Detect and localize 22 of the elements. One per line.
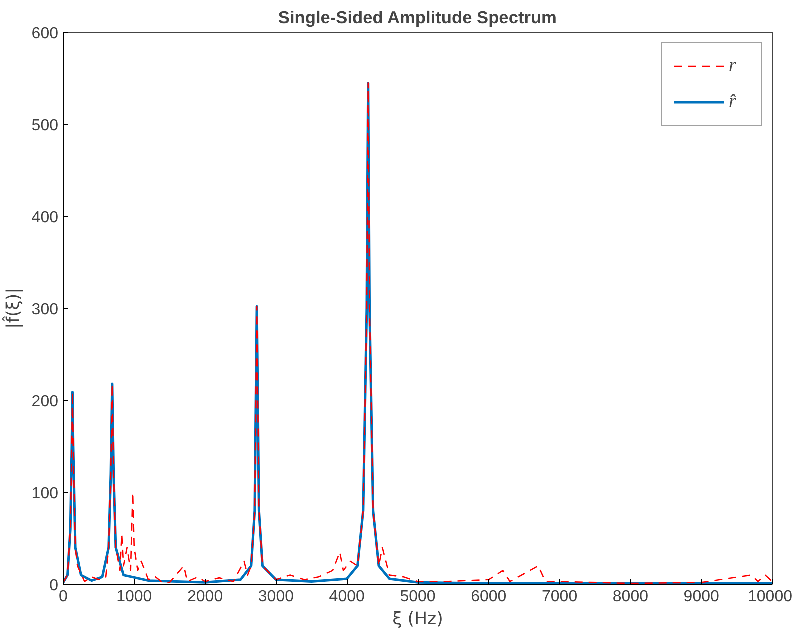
x-tick-label: 3000 [258,588,294,606]
y-tick-label: 300 [32,302,59,318]
y-tick-label: 0 [50,578,59,594]
legend-label: r̂ [729,91,738,113]
x-axis-title: ξ (Hz) [392,610,444,630]
chart-title: Single-Sided Amplitude Spectrum [278,8,557,28]
x-tick-label: 1000 [116,588,152,606]
legend-label: r [729,55,738,77]
x-tick-label: 4000 [329,588,365,606]
x-tick-label: 6000 [471,588,507,606]
x-tick-label: 10000 [748,588,792,606]
x-tick-label: 8000 [612,588,649,606]
y-tick-label: 400 [32,210,59,226]
x-tick-label: 7000 [542,588,578,606]
x-tick-label: 9000 [684,588,720,606]
y-tick-label: 200 [32,394,59,410]
y-tick-label: 100 [32,486,59,502]
y-tick-label: 600 [32,26,59,42]
x-tick-label: 5000 [400,588,436,606]
x-tick-label: 2000 [188,588,224,606]
y-axis-title: |f̂(ξ)| [2,288,24,329]
y-tick-label: 500 [32,118,59,134]
